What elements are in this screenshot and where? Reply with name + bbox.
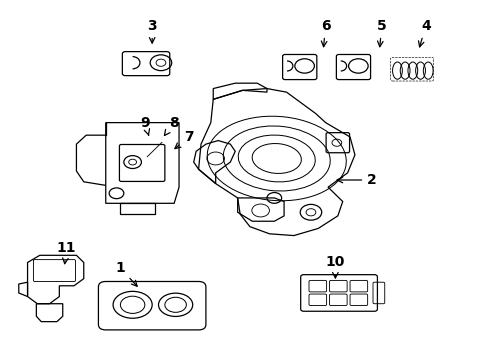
Text: 10: 10 [326,256,345,278]
Text: 4: 4 [418,19,431,47]
Text: 5: 5 [377,19,387,47]
Text: 8: 8 [165,116,179,135]
Text: 7: 7 [175,130,194,149]
Text: 6: 6 [321,19,330,47]
Text: 9: 9 [140,116,149,135]
Text: 3: 3 [147,19,157,43]
Text: 1: 1 [116,261,137,286]
Text: 2: 2 [337,173,377,187]
Text: 11: 11 [57,241,76,264]
